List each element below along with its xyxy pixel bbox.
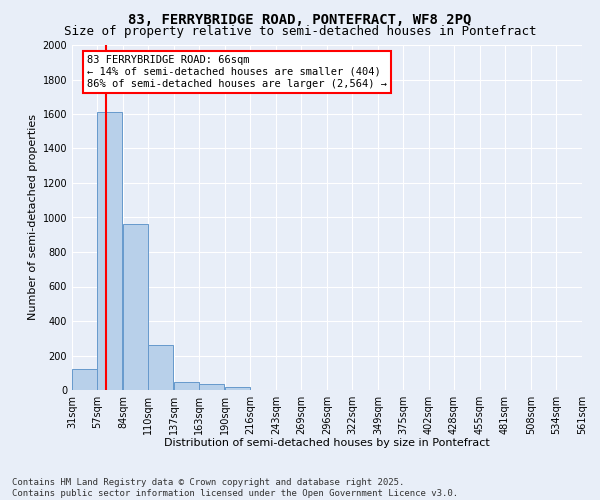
Text: 83 FERRYBRIDGE ROAD: 66sqm
← 14% of semi-detached houses are smaller (404)
86% o: 83 FERRYBRIDGE ROAD: 66sqm ← 14% of semi… bbox=[88, 56, 388, 88]
Bar bbox=[174, 382, 199, 390]
Bar bbox=[97, 112, 122, 390]
Bar bbox=[199, 384, 224, 390]
Y-axis label: Number of semi-detached properties: Number of semi-detached properties bbox=[28, 114, 38, 320]
Bar bbox=[148, 345, 173, 390]
X-axis label: Distribution of semi-detached houses by size in Pontefract: Distribution of semi-detached houses by … bbox=[164, 438, 490, 448]
Text: Size of property relative to semi-detached houses in Pontefract: Size of property relative to semi-detach… bbox=[64, 25, 536, 38]
Bar bbox=[123, 224, 148, 390]
Text: 83, FERRYBRIDGE ROAD, PONTEFRACT, WF8 2PQ: 83, FERRYBRIDGE ROAD, PONTEFRACT, WF8 2P… bbox=[128, 12, 472, 26]
Text: Contains HM Land Registry data © Crown copyright and database right 2025.
Contai: Contains HM Land Registry data © Crown c… bbox=[12, 478, 458, 498]
Bar bbox=[225, 387, 250, 390]
Bar bbox=[72, 370, 97, 390]
